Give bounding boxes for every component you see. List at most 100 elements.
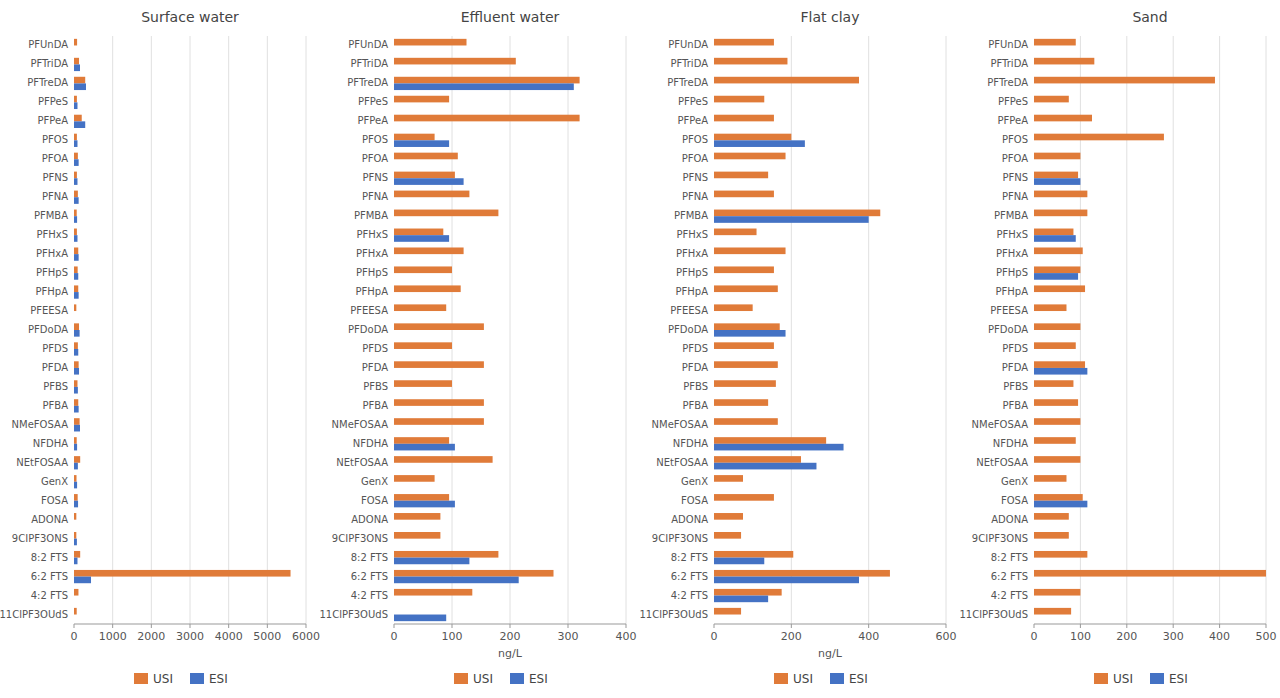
category-label: NMeFOSAA <box>652 419 709 430</box>
bar <box>1034 266 1080 273</box>
bar <box>74 513 76 520</box>
legend-swatch <box>510 673 524 684</box>
legend-label: USI <box>153 672 173 686</box>
bar <box>714 134 791 141</box>
x-tick <box>1080 624 1081 628</box>
category-label: PFBS <box>363 381 388 392</box>
legend-label: ESI <box>1169 672 1188 686</box>
bar <box>394 273 395 280</box>
bar <box>74 596 75 603</box>
grid-line <box>267 36 268 624</box>
bar <box>394 153 458 160</box>
bar <box>714 235 715 242</box>
legend-swatch <box>190 673 204 684</box>
bar <box>1034 520 1035 527</box>
bar <box>394 501 455 508</box>
panel: Surface waterPFUnDAPFTriDAPFTreDAPFPeSPF… <box>0 9 320 686</box>
grid-line <box>791 36 792 624</box>
category-label: PFHpA <box>356 286 389 297</box>
bar <box>74 216 77 223</box>
bar <box>74 406 79 413</box>
bar <box>1034 539 1035 546</box>
bar <box>74 342 78 349</box>
x-tick-label: 3000 <box>176 630 204 643</box>
x-tick-label: 0 <box>1031 630 1038 643</box>
x-tick-label: 100 <box>442 630 463 643</box>
bar <box>1034 216 1035 223</box>
category-label: 8:2 FTS <box>31 552 68 563</box>
bar <box>714 570 890 577</box>
bar <box>714 532 741 539</box>
category-label: PFEESA <box>670 305 708 316</box>
bar <box>394 596 395 603</box>
x-tick <box>946 624 947 628</box>
category-label: PFEESA <box>990 305 1028 316</box>
bar <box>394 615 446 622</box>
category-label: PFHpS <box>36 267 68 278</box>
category-label: PFUnDA <box>28 39 68 50</box>
x-tick <box>151 624 152 628</box>
category-label: PFPeS <box>998 96 1028 107</box>
category-label: PFNA <box>42 191 68 202</box>
bar <box>74 456 80 463</box>
category-label: NFDHA <box>33 438 68 449</box>
bar <box>394 254 395 261</box>
bar <box>74 39 77 46</box>
bar <box>1034 115 1092 122</box>
x-tick <box>791 624 792 628</box>
bar <box>74 58 79 65</box>
bar <box>74 589 78 596</box>
category-label: 6:2 FTS <box>671 571 708 582</box>
bar <box>394 77 580 84</box>
category-label: 8:2 FTS <box>351 552 388 563</box>
x-tick-label: 300 <box>558 630 579 643</box>
bar <box>714 368 715 375</box>
bar <box>74 463 78 470</box>
bar <box>714 437 826 444</box>
panel: SandPFUnDAPFTriDAPFTreDAPFPeSPFPeAPFOSPF… <box>959 9 1276 686</box>
legend: USIESI <box>134 672 228 686</box>
panel-title: Surface water <box>141 9 239 25</box>
bar <box>74 134 77 141</box>
category-label: PFHxS <box>676 229 708 240</box>
bar <box>714 311 715 318</box>
category-label: 9CIPF3ONS <box>332 533 388 544</box>
category-label: 4:2 FTS <box>991 590 1028 601</box>
bar <box>394 134 435 141</box>
category-label: PFOA <box>42 153 68 164</box>
bar <box>1034 387 1035 394</box>
bar <box>394 39 467 46</box>
category-label: GenX <box>681 476 708 487</box>
bar <box>394 380 452 387</box>
bar <box>1034 615 1035 622</box>
bar <box>394 172 455 179</box>
category-label: PFBS <box>683 381 708 392</box>
category-label: PFHpA <box>996 286 1029 297</box>
bar <box>714 425 715 432</box>
category-label: NEtFOSAA <box>16 457 68 468</box>
bar <box>1034 210 1087 217</box>
bar <box>714 482 715 489</box>
figure: Surface waterPFUnDAPFTriDAPFTreDAPFPeSPF… <box>0 0 1280 698</box>
bar <box>74 191 78 198</box>
category-label: PFDS <box>362 343 388 354</box>
bar <box>74 418 80 425</box>
bar <box>394 58 516 65</box>
bar <box>714 292 715 299</box>
bar <box>714 247 786 254</box>
bar <box>1034 380 1073 387</box>
category-label: PFNA <box>682 191 708 202</box>
bar <box>74 77 85 84</box>
x-tick <box>1173 624 1174 628</box>
bar <box>714 444 844 451</box>
category-label: 11ClPF3OUdS <box>0 609 68 620</box>
bar <box>74 570 291 577</box>
legend-label: ESI <box>529 672 548 686</box>
x-tick <box>510 624 511 628</box>
x-tick-label: 200 <box>781 630 802 643</box>
bar <box>74 292 79 299</box>
bar <box>74 323 79 330</box>
legend-label: USI <box>793 672 813 686</box>
bar <box>394 349 395 356</box>
legend: USIESI <box>774 672 868 686</box>
